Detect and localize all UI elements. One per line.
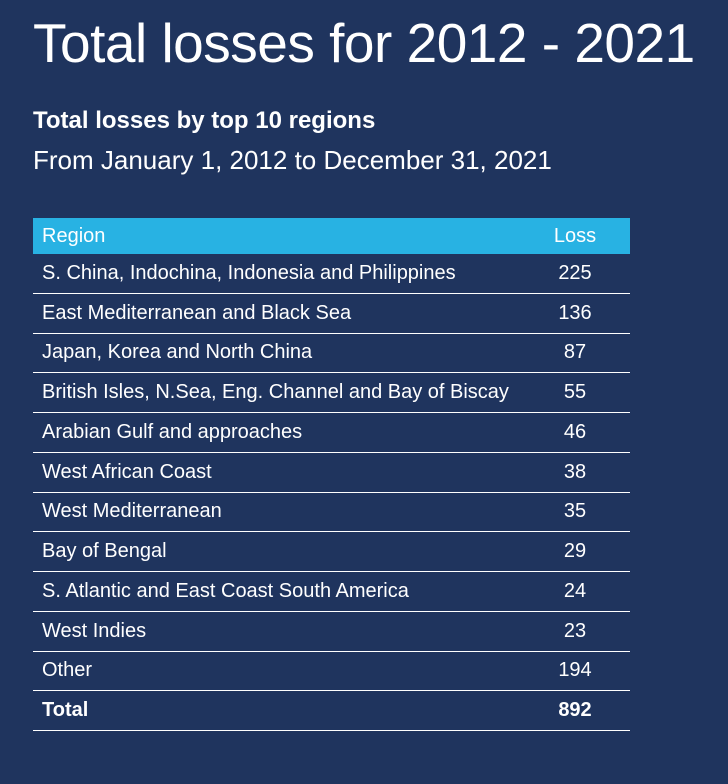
loss-cell: 38 (563, 460, 587, 483)
loss-cell: 35 (563, 500, 587, 523)
region-cell: S. Atlantic and East Coast South America (42, 579, 409, 602)
table-header-row: Region Loss (33, 218, 630, 254)
region-cell: British Isles, N.Sea, Eng. Channel and B… (42, 381, 509, 404)
table-row: Bay of Bengal 29 (33, 532, 630, 572)
loss-cell: 194 (558, 659, 592, 682)
table-row: West Mediterranean 35 (33, 493, 630, 533)
loss-cell: 23 (563, 619, 587, 642)
region-cell: S. China, Indochina, Indonesia and Phili… (42, 261, 456, 284)
loss-cell: 225 (558, 261, 592, 284)
table-row: Japan, Korea and North China 87 (33, 334, 630, 374)
loss-cell: 136 (558, 301, 592, 324)
total-value: 892 (558, 699, 592, 722)
column-header-loss: Loss (553, 224, 597, 247)
losses-table: Region Loss S. China, Indochina, Indones… (33, 218, 630, 731)
region-cell: West Mediterranean (42, 500, 222, 523)
region-cell: Bay of Bengal (42, 540, 167, 563)
table-row: Arabian Gulf and approaches 46 (33, 413, 630, 453)
region-cell: West African Coast (42, 460, 212, 483)
loss-cell: 87 (563, 341, 587, 364)
table-row: Other 194 (33, 652, 630, 692)
table-row: British Isles, N.Sea, Eng. Channel and B… (33, 373, 630, 413)
region-cell: Arabian Gulf and approaches (42, 420, 303, 443)
table-row: West Indies 23 (33, 612, 630, 652)
column-header-region: Region (42, 224, 106, 247)
region-cell: Other (42, 659, 93, 682)
page-title: Total losses for 2012 - 2021 (33, 12, 695, 74)
table-row: East Mediterranean and Black Sea 136 (33, 294, 630, 334)
table-row-total: Total 892 (33, 691, 630, 731)
region-cell: Japan, Korea and North China (42, 341, 313, 364)
region-cell: East Mediterranean and Black Sea (42, 301, 352, 324)
loss-cell: 24 (563, 579, 587, 602)
total-label: Total (42, 699, 89, 722)
table-subtitle: Total losses by top 10 regions (33, 107, 376, 134)
table-row: S. China, Indochina, Indonesia and Phili… (33, 254, 630, 294)
region-cell: West Indies (42, 619, 147, 642)
loss-cell: 46 (563, 420, 587, 443)
loss-cell: 29 (563, 540, 587, 563)
report-panel: Total losses for 2012 - 2021 Total losse… (0, 10, 728, 731)
table-row: West African Coast 38 (33, 453, 630, 493)
date-range: From January 1, 2012 to December 31, 202… (33, 145, 552, 175)
loss-cell: 55 (563, 381, 587, 404)
table-row: S. Atlantic and East Coast South America… (33, 572, 630, 612)
